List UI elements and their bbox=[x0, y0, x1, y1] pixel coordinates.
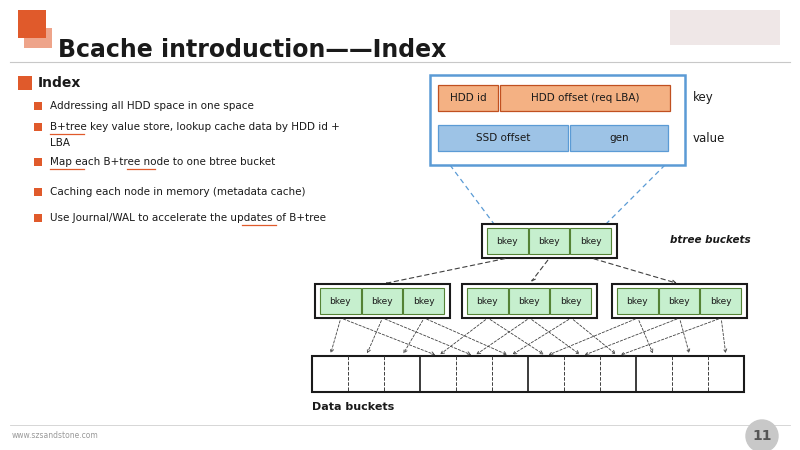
Text: bkey: bkey bbox=[668, 297, 690, 306]
Text: bkey: bkey bbox=[560, 297, 582, 306]
Bar bbox=[34, 158, 42, 166]
Bar bbox=[570, 125, 668, 151]
Bar bbox=[403, 288, 444, 314]
Bar bbox=[430, 75, 685, 165]
Text: Caching each node in memory (metadata cache): Caching each node in memory (metadata ca… bbox=[50, 187, 306, 197]
Text: Data buckets: Data buckets bbox=[312, 402, 394, 412]
Text: Use Journal/WAL to accelerate the updates of B+tree: Use Journal/WAL to accelerate the update… bbox=[50, 213, 326, 223]
Bar bbox=[612, 284, 747, 318]
Text: btree buckets: btree buckets bbox=[670, 235, 750, 245]
Text: key: key bbox=[693, 91, 714, 104]
Bar bbox=[362, 288, 402, 314]
Bar bbox=[487, 228, 528, 254]
Text: bkey: bkey bbox=[477, 297, 498, 306]
Text: B+tree key value store, lookup cache data by HDD id +: B+tree key value store, lookup cache dat… bbox=[50, 122, 340, 132]
Bar bbox=[467, 288, 508, 314]
Text: bkey: bkey bbox=[518, 297, 540, 306]
Bar bbox=[24, 28, 52, 48]
Bar bbox=[670, 10, 780, 45]
Text: Addressing all HDD space in one space: Addressing all HDD space in one space bbox=[50, 101, 254, 111]
Bar bbox=[34, 214, 42, 222]
Bar bbox=[315, 284, 450, 318]
Text: HDD id: HDD id bbox=[450, 93, 486, 103]
Text: bkey: bkey bbox=[497, 237, 518, 246]
Bar bbox=[320, 288, 361, 314]
Bar bbox=[482, 224, 617, 258]
Bar bbox=[34, 188, 42, 196]
Bar bbox=[462, 284, 597, 318]
Bar bbox=[509, 288, 550, 314]
Text: LBA: LBA bbox=[50, 138, 70, 148]
Text: Map each B+tree node to one btree bucket: Map each B+tree node to one btree bucket bbox=[50, 157, 275, 167]
Text: Bcache introduction——Index: Bcache introduction——Index bbox=[58, 38, 446, 62]
Text: Index: Index bbox=[38, 76, 82, 90]
Bar bbox=[312, 356, 744, 392]
Bar bbox=[18, 10, 46, 38]
Bar bbox=[550, 288, 591, 314]
Bar bbox=[500, 85, 670, 111]
Text: bkey: bkey bbox=[538, 237, 560, 246]
Text: SSD offset: SSD offset bbox=[476, 133, 530, 143]
Bar bbox=[700, 288, 741, 314]
Text: bkey: bkey bbox=[626, 297, 648, 306]
Bar bbox=[34, 123, 42, 131]
Bar bbox=[529, 228, 570, 254]
Text: bkey: bkey bbox=[371, 297, 393, 306]
Text: bkey: bkey bbox=[580, 237, 602, 246]
Text: 11: 11 bbox=[752, 429, 772, 443]
Text: HDD offset (req LBA): HDD offset (req LBA) bbox=[530, 93, 639, 103]
Text: bkey: bkey bbox=[330, 297, 351, 306]
Text: value: value bbox=[693, 131, 726, 144]
Text: bkey: bkey bbox=[413, 297, 434, 306]
Bar bbox=[438, 125, 568, 151]
Bar bbox=[18, 76, 32, 90]
Bar bbox=[617, 288, 658, 314]
Text: www.szsandstone.com: www.szsandstone.com bbox=[12, 432, 98, 441]
Circle shape bbox=[746, 420, 778, 450]
Bar bbox=[34, 102, 42, 110]
Text: bkey: bkey bbox=[710, 297, 731, 306]
Text: gen: gen bbox=[609, 133, 629, 143]
Bar bbox=[658, 288, 699, 314]
Bar bbox=[438, 85, 498, 111]
Bar bbox=[570, 228, 611, 254]
